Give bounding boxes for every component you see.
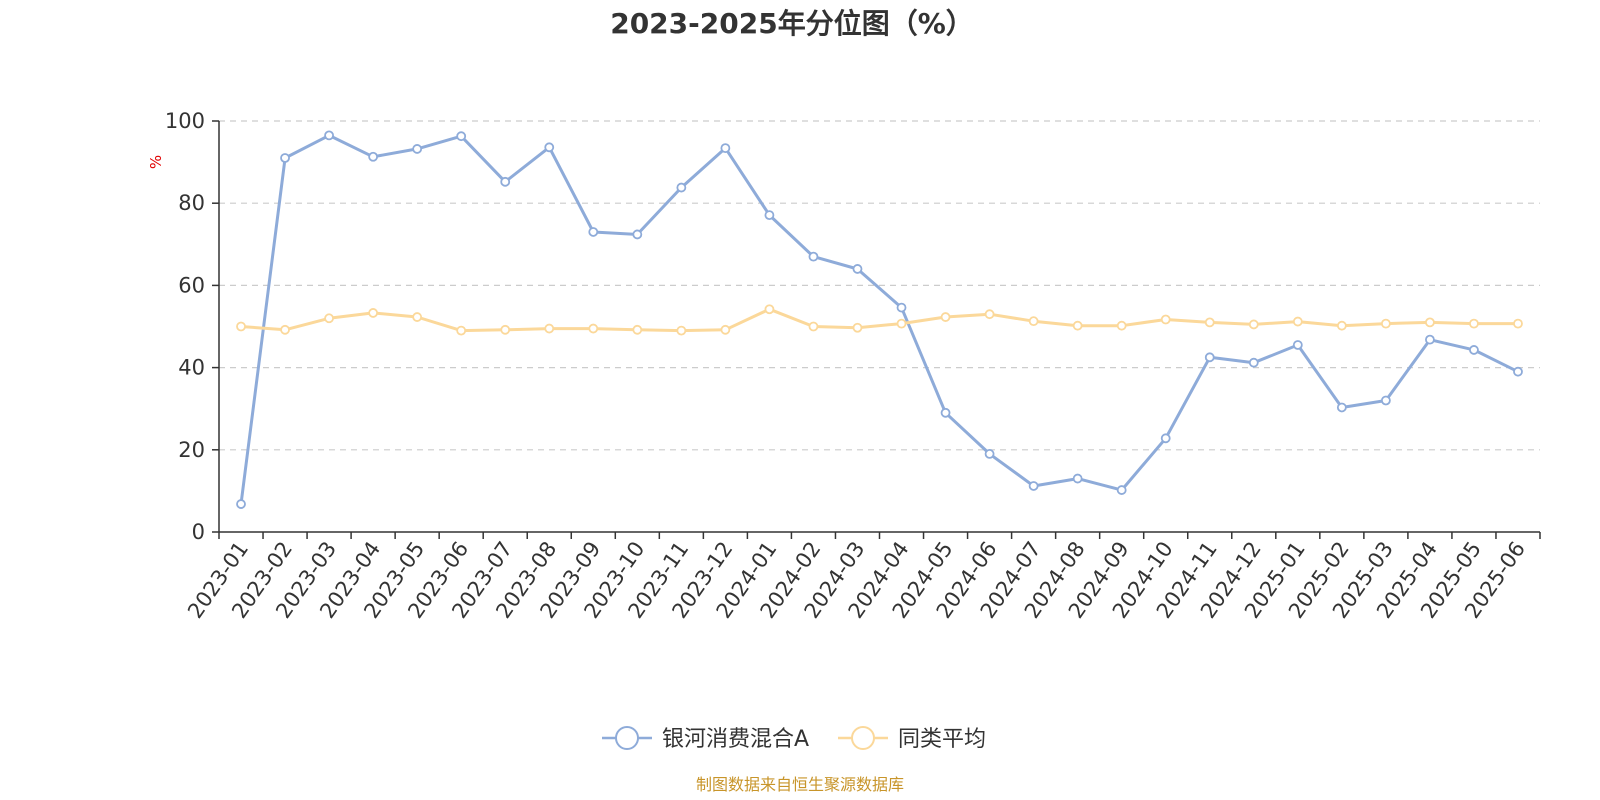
data-point[interactable] [1469, 345, 1479, 355]
data-point[interactable] [500, 176, 511, 187]
legend-label: 银河消费混合A [662, 727, 809, 752]
legend[interactable]: 银河消费混合A 同类平均 [602, 726, 986, 752]
y-tick-label: 60 [178, 273, 205, 297]
series-line [239, 133, 1519, 505]
data-point[interactable] [1336, 320, 1347, 331]
data-point[interactable] [1116, 320, 1127, 331]
data-point[interactable] [984, 309, 995, 320]
data-point[interactable] [1248, 319, 1259, 330]
data-point[interactable] [1469, 318, 1479, 329]
data-point[interactable] [852, 322, 863, 333]
data-point[interactable] [456, 131, 467, 142]
x-tick-labels: 2023-012023-022023-032023-042023-052023-… [183, 537, 1530, 623]
data-point[interactable] [896, 318, 907, 329]
data-point[interactable] [1292, 340, 1303, 350]
data-point[interactable] [808, 321, 819, 332]
grid-lines [212, 120, 1540, 533]
data-point[interactable] [896, 302, 907, 313]
data-point[interactable] [324, 130, 334, 141]
data-point[interactable] [1425, 334, 1435, 345]
data-point[interactable] [632, 229, 643, 240]
legend-marker [851, 726, 875, 750]
data-point[interactable] [764, 304, 775, 315]
data-point[interactable] [412, 144, 423, 154]
data-point[interactable] [544, 323, 555, 334]
data-point[interactable] [1248, 357, 1259, 368]
data-point[interactable] [676, 182, 687, 193]
y-tick-label: 40 [178, 356, 205, 380]
legend-item-2[interactable]: 同类平均 [838, 726, 986, 752]
source-note: 制图数据来自恒生聚源数据库 [696, 775, 904, 794]
data-point[interactable] [324, 313, 334, 324]
data-point[interactable] [1513, 366, 1523, 377]
data-point[interactable] [1072, 320, 1083, 331]
series-2 [236, 304, 1523, 336]
legend-label: 同类平均 [898, 727, 986, 752]
data-point[interactable] [1425, 317, 1435, 328]
data-point[interactable] [808, 251, 819, 262]
chart-title: 2023-2025年分位图（%） [610, 7, 974, 40]
data-point[interactable] [720, 324, 731, 335]
data-point[interactable] [280, 324, 290, 335]
series-1 [236, 130, 1523, 509]
series-line [240, 307, 1518, 333]
data-point[interactable] [588, 227, 599, 237]
data-point[interactable] [1116, 485, 1127, 495]
data-point[interactable] [1204, 352, 1215, 363]
data-point[interactable] [368, 308, 379, 318]
data-point[interactable] [984, 449, 995, 459]
data-point[interactable] [1292, 316, 1303, 327]
data-point[interactable] [1028, 481, 1039, 491]
data-point[interactable] [1336, 402, 1347, 413]
legend-item-1[interactable]: 银河消费混合A [602, 726, 809, 752]
data-point[interactable] [852, 264, 863, 274]
data-point[interactable] [940, 312, 951, 322]
data-point[interactable] [280, 153, 290, 163]
data-point[interactable] [544, 142, 555, 153]
data-point[interactable] [1028, 316, 1039, 327]
y-tick-label: 100 [165, 109, 205, 133]
data-point[interactable] [1072, 473, 1083, 484]
y-tick-label: 0 [192, 520, 205, 544]
legend-marker [615, 726, 639, 750]
y-tick-label: 20 [178, 438, 205, 462]
data-point[interactable] [456, 325, 467, 336]
data-point[interactable] [588, 323, 599, 334]
data-point[interactable] [720, 143, 731, 154]
data-point[interactable] [1160, 314, 1171, 325]
data-point[interactable] [412, 312, 423, 322]
data-point[interactable] [1513, 318, 1523, 329]
data-point[interactable] [1380, 318, 1391, 329]
data-point[interactable] [1160, 433, 1171, 444]
y-tick-label: 80 [178, 191, 205, 215]
data-point[interactable] [1204, 317, 1215, 328]
data-point[interactable] [632, 324, 643, 335]
data-point[interactable] [764, 210, 775, 221]
data-point[interactable] [236, 499, 246, 509]
y-tick-labels: 0 20 40 60 80 100 [165, 109, 205, 544]
y-axis-label: % [147, 155, 165, 169]
data-point[interactable] [236, 321, 246, 332]
series-layer [236, 130, 1523, 509]
data-point[interactable] [500, 324, 511, 335]
data-point[interactable] [940, 407, 951, 418]
data-point[interactable] [1380, 395, 1391, 406]
axes [218, 121, 1541, 539]
data-point[interactable] [368, 151, 379, 162]
data-point[interactable] [676, 325, 687, 336]
